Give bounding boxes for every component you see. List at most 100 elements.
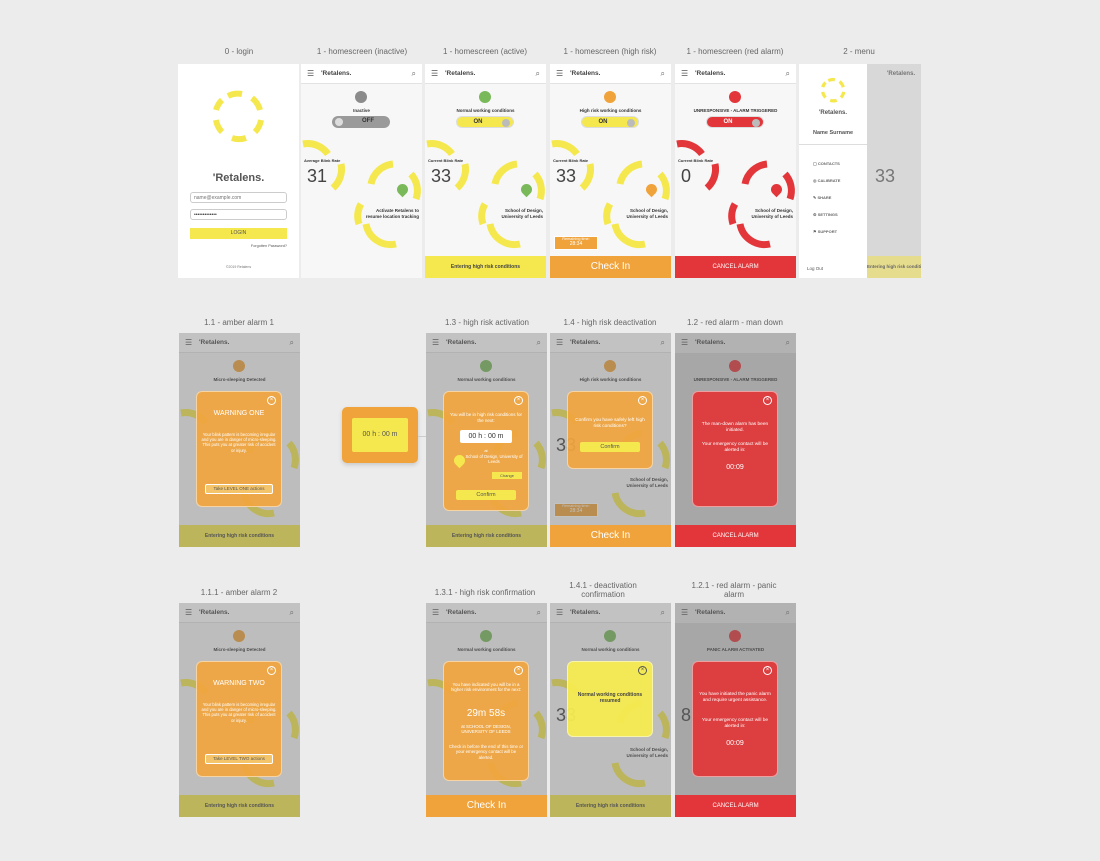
close-icon[interactable]: × <box>267 396 276 405</box>
toggle-knob <box>502 119 510 127</box>
close-icon[interactable]: × <box>638 396 647 405</box>
enter-high-risk-button[interactable]: Entering high risk conditions <box>179 525 300 547</box>
close-icon[interactable]: × <box>514 396 523 405</box>
close-icon[interactable]: × <box>514 666 523 675</box>
email-field[interactable] <box>190 192 287 203</box>
brand: 'Retalens. <box>887 71 916 77</box>
hamburger-icon[interactable]: ☰ <box>185 338 193 347</box>
contact-text: Your emergency contact will be alerted i… <box>701 718 769 729</box>
search-icon[interactable]: ⌕ <box>411 69 416 78</box>
label-inactive: 1 - homescreen (inactive) <box>316 47 408 56</box>
menu-item-settings[interactable]: ⚙ SETTINGS <box>813 212 838 217</box>
status-text: Inactive <box>353 108 370 113</box>
confirm-button[interactable]: Confirm <box>456 490 516 500</box>
screen-login: 'Retalens. ••••••••••••• LOGIN Forgotten… <box>178 64 299 278</box>
brand: 'Retalens. <box>199 609 230 616</box>
menu-item-label: SETTINGS <box>817 212 838 217</box>
search-icon[interactable]: ⌕ <box>289 608 294 617</box>
search-icon[interactable]: ⌕ <box>289 338 294 347</box>
brand: 'Retalens. <box>199 339 230 346</box>
toggle-label: ON <box>473 119 483 125</box>
hamburger-icon[interactable]: ☰ <box>556 69 564 78</box>
cancel-alarm-button[interactable]: CANCEL ALARM <box>675 525 796 547</box>
cancel-alarm-button[interactable]: CANCEL ALARM <box>675 256 796 278</box>
check-in-button[interactable]: Check In <box>426 795 547 817</box>
hamburger-icon[interactable]: ☰ <box>556 338 564 347</box>
close-icon[interactable]: × <box>763 666 772 675</box>
logout-link[interactable]: Log Out <box>807 266 824 271</box>
login-button[interactable]: LOGIN <box>190 228 287 239</box>
login-title: 'Retalens. <box>212 172 265 184</box>
search-icon[interactable]: ⌕ <box>785 69 790 78</box>
status-dot <box>729 360 741 372</box>
label-highrisk: 1 - homescreen (high risk) <box>563 47 657 56</box>
forgot-link[interactable]: Forgotten Password? <box>250 244 287 248</box>
toggle-label: ON <box>598 119 608 125</box>
activation-modal: × You will be in high risk conditions fo… <box>443 391 529 511</box>
logo-icon <box>821 77 846 103</box>
check-in-button[interactable]: Check In <box>550 525 671 547</box>
take-actions-button[interactable]: Take LEVEL ONE actions <box>205 484 273 494</box>
status-dot <box>604 91 616 103</box>
on-off-toggle[interactable]: ON <box>706 116 764 128</box>
on-off-toggle[interactable]: ON <box>581 116 639 128</box>
hamburger-icon[interactable]: ☰ <box>681 69 689 78</box>
location-text: Activate Retalens to resume location tra… <box>365 208 419 219</box>
search-icon[interactable]: ⌕ <box>785 608 790 617</box>
check-in-button[interactable]: Check In <box>550 256 671 278</box>
brand: 'Retalens. <box>695 70 726 77</box>
menu-drawer: 'Retalens. Name Surname ▢ CONTACTS ◎ CAL… <box>799 64 867 278</box>
search-icon[interactable]: ⌕ <box>660 69 665 78</box>
search-icon[interactable]: ⌕ <box>785 338 790 347</box>
on-off-toggle[interactable]: OFF <box>332 116 390 128</box>
duration-field[interactable]: 00 h : 00 m <box>460 430 512 443</box>
search-icon[interactable]: ⌕ <box>536 608 541 617</box>
hamburger-icon[interactable]: ☰ <box>307 69 315 78</box>
remaining-label: Remaining time: <box>562 504 590 508</box>
take-actions-button[interactable]: Take LEVEL TWO actions <box>205 754 273 764</box>
confirmation-modal: × You have indicated you will be in a hi… <box>443 661 529 781</box>
check-in-note: Check in before the end of this time or … <box>448 744 524 760</box>
top-bar: ☰ 'Retalens. ⌕ <box>550 64 671 84</box>
rate-value: 33 <box>556 166 577 186</box>
menu-item-share[interactable]: ✎ SHARE <box>813 195 831 200</box>
toggle-knob <box>627 119 635 127</box>
enter-high-risk-button[interactable]: Entering high risk conditions <box>179 795 300 817</box>
close-icon[interactable]: × <box>638 666 647 675</box>
search-icon[interactable]: ⌕ <box>535 69 540 78</box>
enter-high-risk-button[interactable]: Entering high risk conditions <box>425 256 546 278</box>
enter-high-risk-button[interactable]: Entering high risk conditions <box>867 256 921 278</box>
on-off-toggle[interactable]: ON <box>456 116 514 128</box>
location-text: School of Design, University of Leeds <box>751 208 793 219</box>
cancel-alarm-button[interactable]: CANCEL ALARM <box>675 795 796 817</box>
search-icon[interactable]: ⌕ <box>536 338 541 347</box>
countdown: 00:09 <box>726 464 744 471</box>
password-field[interactable]: ••••••••••••• <box>190 209 287 220</box>
enter-high-risk-button[interactable]: Entering high risk conditions <box>426 525 547 547</box>
confirm-button[interactable]: Confirm <box>580 442 640 452</box>
time-picker[interactable]: 00 h : 00 m <box>352 418 408 452</box>
menu-item-support[interactable]: ⚑ SUPPORT <box>813 229 837 234</box>
hamburger-icon[interactable]: ☰ <box>185 608 193 617</box>
support-icon: ⚑ <box>813 229 818 234</box>
search-icon[interactable]: ⌕ <box>660 608 665 617</box>
hamburger-icon[interactable]: ☰ <box>432 338 440 347</box>
location-text: School of Design, University of Leeds <box>626 747 668 758</box>
rate-value: 8 <box>681 705 692 725</box>
activation-text: You will be in high risk conditions for … <box>449 412 523 423</box>
menu-item-calibrate[interactable]: ◎ CALIBRATE <box>813 178 840 183</box>
hamburger-icon[interactable]: ☰ <box>556 608 564 617</box>
close-icon[interactable]: × <box>763 396 772 405</box>
hamburger-icon[interactable]: ☰ <box>681 338 689 347</box>
panic-text: You have initiated the panic alarm and r… <box>699 692 771 703</box>
hamburger-icon[interactable]: ☰ <box>681 608 689 617</box>
brand: 'Retalens. <box>446 609 477 616</box>
status-text: UNRESPONSIVE - ALARM TRIGGERED <box>693 108 778 113</box>
enter-high-risk-button[interactable]: Entering high risk conditions <box>550 795 671 817</box>
close-icon[interactable]: × <box>267 666 276 675</box>
menu-item-contacts[interactable]: ▢ CONTACTS <box>813 161 840 166</box>
change-button[interactable]: Change <box>492 472 522 479</box>
search-icon[interactable]: ⌕ <box>660 338 665 347</box>
hamburger-icon[interactable]: ☰ <box>431 69 439 78</box>
hamburger-icon[interactable]: ☰ <box>432 608 440 617</box>
